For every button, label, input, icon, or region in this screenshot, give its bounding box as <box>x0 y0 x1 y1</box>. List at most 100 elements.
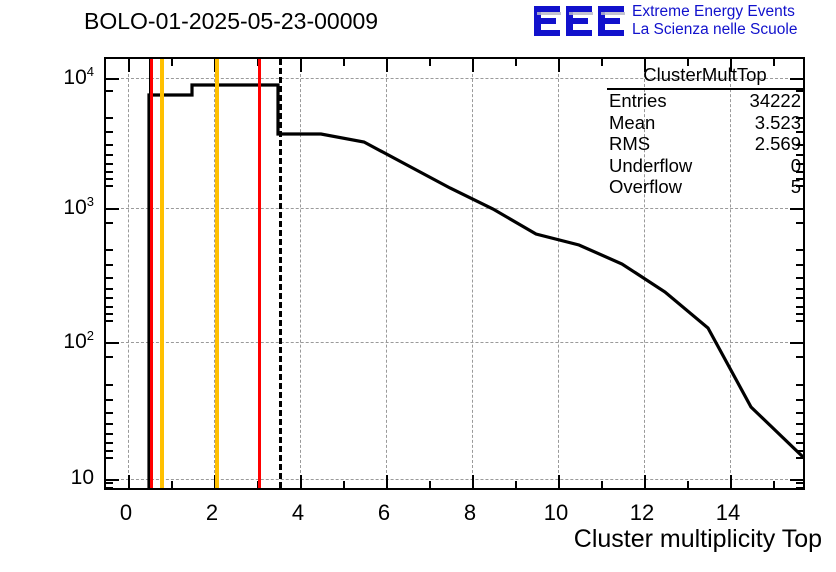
ytick-minor <box>106 487 113 489</box>
ytick-label-10000: 104 <box>36 64 94 90</box>
gridline-v-6 <box>386 59 387 488</box>
ytick-minor <box>106 277 113 279</box>
ytick-major-10 <box>106 479 119 481</box>
stats-key-underflow: Underflow <box>609 154 693 176</box>
ytick-minor <box>106 90 113 92</box>
ytick-major-100 <box>106 342 119 344</box>
ytick-label-100-exp: 2 <box>86 328 94 343</box>
ytick-minor <box>106 442 113 444</box>
gridline-h-1000 <box>106 208 803 209</box>
xtick-top-major <box>730 59 732 72</box>
ytick-right-minor <box>796 487 803 489</box>
ytick-label-10000-base: 10 <box>63 66 87 89</box>
ytick-minor <box>106 185 113 187</box>
ytick-minor <box>106 264 113 266</box>
ytick-label-10000-exp: 4 <box>86 64 94 79</box>
xtick-label-4: 4 <box>291 500 305 525</box>
ytick-right-minor <box>796 297 803 299</box>
xtick-top-minor <box>343 59 345 66</box>
xtick-major-10 <box>558 475 560 488</box>
ytick-minor <box>106 412 113 414</box>
gridline-h-100 <box>106 342 803 343</box>
ytick-minor <box>106 297 113 299</box>
ytick-minor <box>106 306 113 308</box>
marker-red-cut-high <box>258 59 261 488</box>
ytick-right-minor <box>796 457 803 459</box>
eee-logo: Extreme Energy Events La Scienza nelle S… <box>524 2 830 42</box>
xtick-label-8: 8 <box>463 500 477 525</box>
stats-row-overflow: Overflow 5 <box>607 176 803 198</box>
xtick-top-minor <box>773 59 775 66</box>
ytick-label-10-text: 10 <box>70 466 94 489</box>
xtick-top-minor <box>515 59 517 66</box>
xtick-top-minor <box>429 59 431 66</box>
histogram-curve <box>147 83 803 488</box>
xtick-label-6: 6 <box>377 500 391 525</box>
gridline-v-14 <box>730 59 731 488</box>
xtick-minor <box>343 481 345 488</box>
ytick-minor <box>106 178 113 180</box>
ytick-right-minor <box>796 356 803 358</box>
gridline-v-4 <box>300 59 301 488</box>
ytick-label-1000: 103 <box>36 194 94 220</box>
ytick-minor <box>106 144 113 146</box>
xtick-label-10: 10 <box>543 500 569 525</box>
ytick-right-minor <box>796 144 803 146</box>
ytick-minor <box>106 222 113 224</box>
xtick-top-major <box>128 59 130 72</box>
xtick-minor <box>601 481 603 488</box>
stats-key-overflow: Overflow <box>609 176 682 197</box>
stats-row-rms: RMS 2.569 <box>607 133 803 155</box>
xtick-top-minor <box>601 59 603 66</box>
ytick-right-minor <box>796 433 803 435</box>
ytick-right-minor <box>796 117 803 119</box>
ytick-minor <box>106 457 113 459</box>
ytick-right-minor <box>796 249 803 251</box>
gridline-v-12 <box>644 59 645 488</box>
ytick-right-minor <box>796 423 803 425</box>
gridline-v-0 <box>128 59 129 488</box>
xtick-major-14 <box>730 475 732 488</box>
stats-box: ClusterMultTop Entries 34222 Mean 3.523 … <box>607 63 803 198</box>
eee-logo-line1: Extreme Energy Events <box>632 3 795 20</box>
stats-value-rms: 2.569 <box>754 133 801 154</box>
ytick-minor <box>106 249 113 251</box>
gridline-v-8 <box>472 59 473 488</box>
eee-logo-mark <box>534 6 625 36</box>
plot-frame: ClusterMultTop Entries 34222 Mean 3.523 … <box>104 57 805 490</box>
ytick-right-minor <box>796 90 803 92</box>
marker-orange-cut-high <box>215 59 219 488</box>
ytick-right-major <box>790 342 803 344</box>
ytick-right-major <box>790 208 803 210</box>
marker-mean-dashed <box>279 59 282 488</box>
stats-row-underflow: Underflow 0 <box>607 155 803 177</box>
xtick-major-8 <box>472 475 474 488</box>
ytick-right-minor <box>796 154 803 156</box>
ytick-minor <box>106 117 113 119</box>
ytick-major-10000 <box>106 78 119 80</box>
ytick-right-minor <box>796 384 803 386</box>
ytick-right-minor <box>796 171 803 173</box>
ytick-right-minor <box>796 306 803 308</box>
ytick-label-100-base: 10 <box>63 330 87 353</box>
stats-value-entries: 34222 <box>749 90 801 111</box>
ytick-right-minor <box>796 277 803 279</box>
ytick-minor <box>106 154 113 156</box>
ytick-minor <box>106 163 113 165</box>
xtick-major-4 <box>300 475 302 488</box>
ytick-right-minor <box>796 163 803 165</box>
ytick-right-major <box>790 78 803 80</box>
ytick-right-minor <box>796 320 803 322</box>
xtick-top-major <box>644 59 646 72</box>
ytick-label-1000-exp: 3 <box>86 194 94 209</box>
marker-orange-cut-low <box>160 59 164 488</box>
page-title: BOLO-01-2025-05-23-00009 <box>84 8 379 34</box>
ytick-minor <box>106 482 113 484</box>
ytick-minor <box>106 450 113 452</box>
ytick-label-10: 10 <box>36 466 94 490</box>
xtick-top-major <box>386 59 388 72</box>
xtick-major-12 <box>644 475 646 488</box>
xtick-top-minor <box>171 59 173 66</box>
ytick-minor <box>106 131 113 133</box>
